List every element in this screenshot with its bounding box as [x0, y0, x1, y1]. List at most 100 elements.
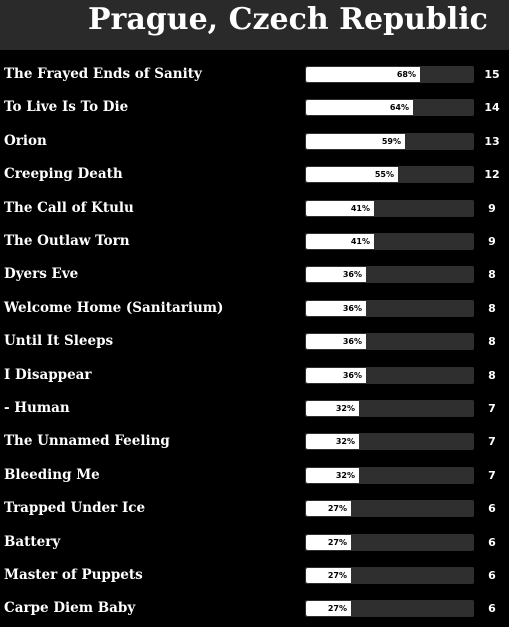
bar-fill	[306, 367, 366, 383]
song-label: Carpe Diem Baby	[4, 600, 136, 617]
bar-track: 32%	[305, 400, 474, 417]
chart-row: Until It Sleeps 36% 8	[0, 325, 509, 358]
bar-fill	[306, 267, 366, 283]
bar-fill	[306, 133, 405, 149]
bar-fill	[306, 67, 420, 82]
bar-percent-label: 36%	[342, 303, 362, 313]
bar-fill	[306, 401, 359, 416]
bar-percent-label: 27%	[327, 504, 347, 514]
bar-track: 36%	[305, 333, 474, 351]
bar-fill	[306, 534, 351, 550]
bar-track: 27%	[305, 600, 474, 618]
play-count: 9	[488, 201, 496, 215]
page-title: Prague, Czech Republic	[88, 2, 488, 37]
bar-percent-label: 36%	[342, 337, 362, 347]
bar-track: 41%	[305, 233, 474, 250]
bar-track: 32%	[305, 466, 474, 484]
bar-track: 64%	[305, 99, 474, 117]
bar-track: 27%	[305, 500, 474, 518]
chart-row: Dyers Eve 36% 8	[0, 258, 509, 291]
bar-percent-label: 36%	[342, 270, 362, 280]
song-label: - Human	[4, 400, 70, 416]
chart-row: To Live Is To Die 64% 14	[0, 91, 509, 124]
play-count: 8	[488, 335, 496, 349]
play-count: 15	[484, 68, 500, 81]
song-label: Until It Sleeps	[4, 333, 114, 350]
song-label: The Call of Ktulu	[4, 199, 134, 216]
song-label: I Disappear	[4, 366, 92, 383]
play-count: 6	[488, 535, 496, 549]
chart-row: The Call of Ktulu 41% 9	[0, 192, 509, 225]
play-count: 8	[488, 301, 496, 315]
bar-track: 27%	[305, 567, 474, 584]
bar-track: 36%	[305, 366, 474, 384]
bar-track: 36%	[305, 266, 474, 284]
song-label: The Frayed Ends of Sanity	[4, 66, 202, 82]
bar-track: 55%	[305, 166, 474, 184]
chart-row: The Unnamed Feeling 32% 7	[0, 425, 509, 458]
bar-fill	[306, 434, 359, 450]
chart-row: - Human 32% 7	[0, 392, 509, 425]
bar-fill	[306, 601, 351, 617]
bar-fill	[306, 334, 366, 350]
song-label: Bleeding Me	[4, 466, 100, 483]
bar-percent-label: 55%	[374, 170, 394, 180]
song-label: The Unnamed Feeling	[4, 433, 170, 450]
bar-fill	[306, 568, 351, 583]
play-count: 6	[488, 569, 496, 582]
play-count: 14	[484, 101, 500, 115]
song-label: Master of Puppets	[4, 567, 143, 583]
song-label: Orion	[4, 132, 47, 149]
song-label: The Outlaw Torn	[4, 233, 130, 249]
play-count: 8	[488, 368, 496, 382]
bar-percent-label: 32%	[335, 404, 355, 413]
chart-row: Orion 59% 13	[0, 125, 509, 158]
bar-percent-label: 27%	[327, 571, 347, 580]
bar-fill	[306, 234, 374, 249]
song-label: Trapped Under Ice	[4, 500, 146, 517]
bar-percent-label: 27%	[327, 537, 347, 547]
chart-row: The Outlaw Torn 41% 9	[0, 225, 509, 258]
bar-track: 36%	[305, 299, 474, 317]
chart-row: Welcome Home (Sanitarium) 36% 8	[0, 292, 509, 325]
song-label: Battery	[4, 533, 61, 550]
play-count: 8	[488, 268, 496, 282]
bar-fill	[306, 501, 351, 517]
bar-track: 59%	[305, 132, 474, 150]
chart-row: Battery 27% 6	[0, 526, 509, 559]
chart-row: Carpe Diem Baby 27% 6	[0, 592, 509, 625]
play-count: 6	[488, 502, 496, 516]
chart-row: Bleeding Me 32% 7	[0, 459, 509, 492]
chart-row: The Frayed Ends of Sanity 68% 15	[0, 58, 509, 91]
bar-track: 41%	[305, 199, 474, 217]
bar-percent-label: 27%	[327, 604, 347, 614]
song-label: Creeping Death	[4, 166, 123, 183]
bar-fill	[306, 200, 374, 216]
play-count: 9	[488, 235, 496, 248]
chart-row: Trapped Under Ice 27% 6	[0, 492, 509, 525]
bar-track: 68%	[305, 66, 474, 83]
bar-fill	[306, 467, 359, 483]
play-count: 7	[488, 402, 496, 415]
bar-percent-label: 68%	[396, 70, 416, 79]
bar-track: 27%	[305, 533, 474, 551]
play-count: 7	[488, 468, 496, 482]
bar-percent-label: 36%	[342, 370, 362, 380]
header-bar: Prague, Czech Republic	[0, 0, 509, 50]
song-label: Dyers Eve	[4, 266, 79, 283]
bar-percent-label: 32%	[335, 470, 355, 480]
song-label: To Live Is To Die	[4, 99, 129, 116]
bar-fill	[306, 167, 398, 183]
bar-percent-label: 64%	[389, 103, 409, 113]
bar-fill	[306, 300, 366, 316]
play-count: 12	[484, 168, 500, 182]
bar-percent-label: 41%	[350, 203, 370, 213]
play-count: 6	[488, 602, 496, 616]
bar-track: 32%	[305, 433, 474, 451]
bar-percent-label: 59%	[381, 136, 401, 146]
play-count: 13	[484, 134, 500, 148]
song-label: Welcome Home (Sanitarium)	[4, 299, 224, 316]
play-count: 7	[488, 435, 496, 449]
bar-percent-label: 41%	[350, 237, 370, 246]
bar-percent-label: 32%	[335, 437, 355, 447]
